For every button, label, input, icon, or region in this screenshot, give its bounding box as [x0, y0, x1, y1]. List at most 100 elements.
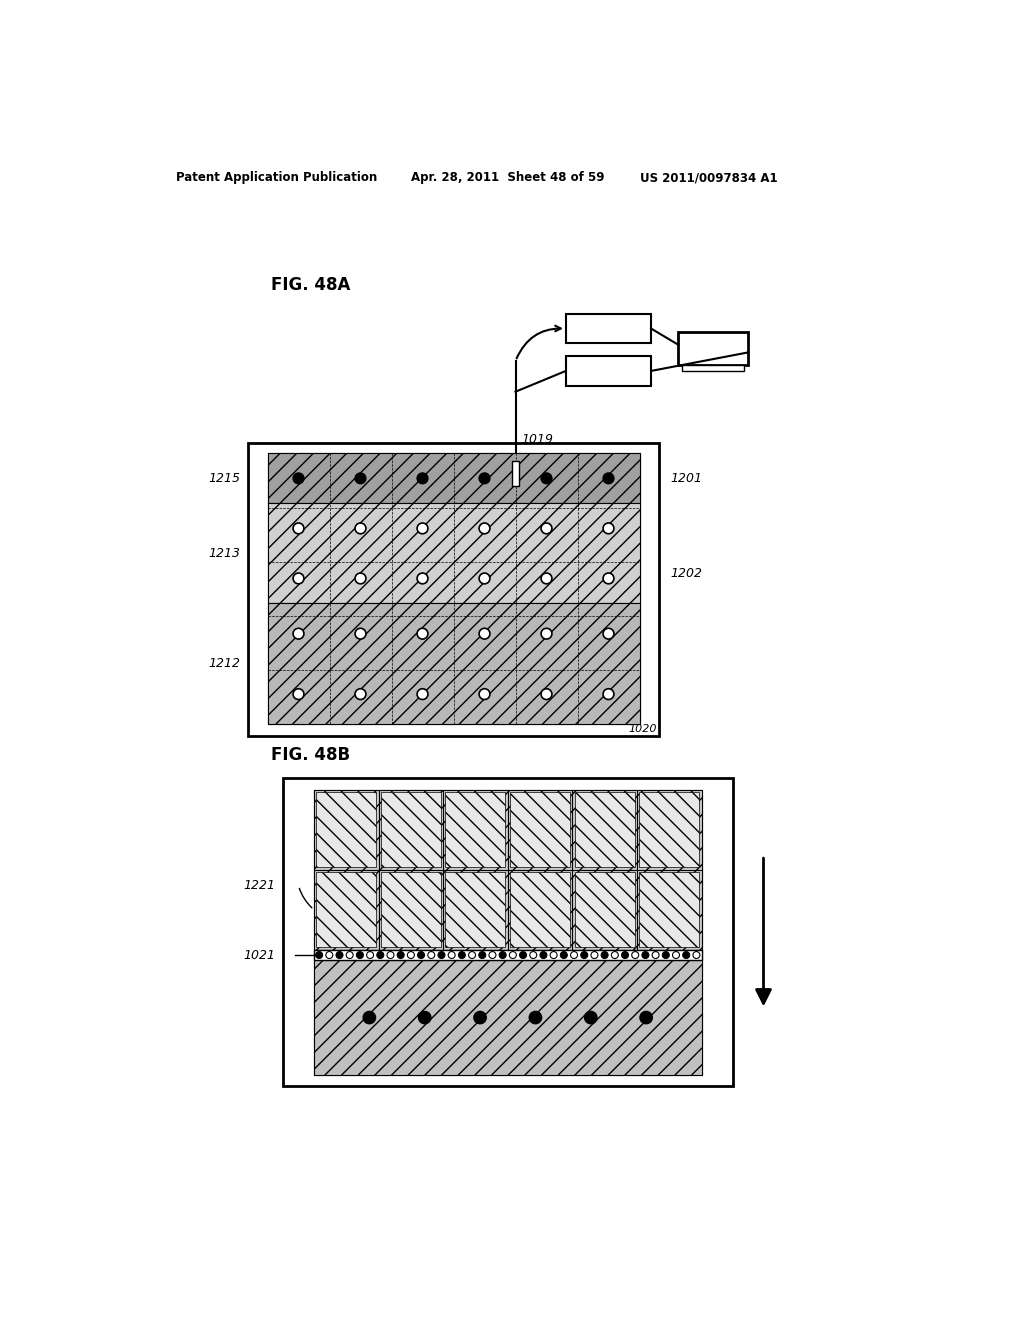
Circle shape — [632, 952, 639, 958]
Circle shape — [570, 952, 578, 958]
Circle shape — [489, 952, 496, 958]
Circle shape — [417, 523, 428, 533]
Bar — [574, 873, 635, 948]
Circle shape — [387, 952, 394, 958]
Circle shape — [529, 1011, 542, 1024]
Circle shape — [377, 952, 384, 958]
Circle shape — [346, 952, 353, 958]
Text: 1221: 1221 — [244, 879, 275, 892]
Circle shape — [367, 952, 374, 958]
Circle shape — [652, 952, 659, 958]
Circle shape — [355, 573, 366, 583]
Bar — [639, 792, 699, 867]
Circle shape — [509, 952, 516, 958]
Circle shape — [397, 952, 404, 958]
Text: 1019: 1019 — [521, 433, 554, 446]
Circle shape — [603, 523, 614, 533]
Bar — [267, 453, 640, 725]
Circle shape — [519, 952, 526, 958]
Circle shape — [293, 573, 304, 583]
Circle shape — [550, 952, 557, 958]
Bar — [682, 364, 744, 371]
Bar — [445, 873, 506, 948]
Bar — [445, 792, 506, 867]
Circle shape — [693, 952, 699, 958]
Bar — [381, 792, 441, 867]
Circle shape — [683, 952, 690, 958]
Bar — [678, 333, 748, 364]
Circle shape — [591, 952, 598, 958]
Circle shape — [479, 628, 489, 639]
Bar — [574, 792, 635, 867]
Bar — [314, 789, 701, 1074]
Circle shape — [438, 952, 445, 958]
Circle shape — [417, 689, 428, 700]
Bar — [283, 779, 732, 1086]
Circle shape — [326, 952, 333, 958]
Circle shape — [459, 952, 465, 958]
Bar — [316, 873, 376, 948]
Text: 1215: 1215 — [208, 471, 241, 484]
Circle shape — [479, 689, 489, 700]
Circle shape — [408, 952, 415, 958]
Circle shape — [499, 952, 506, 958]
Circle shape — [601, 952, 608, 958]
Circle shape — [541, 473, 552, 483]
Bar — [639, 873, 699, 948]
Text: 1213: 1213 — [208, 546, 241, 560]
Bar — [510, 792, 570, 867]
Circle shape — [293, 473, 304, 483]
Circle shape — [417, 573, 428, 583]
Circle shape — [642, 952, 649, 958]
Bar — [510, 873, 570, 948]
Circle shape — [673, 952, 680, 958]
Circle shape — [293, 689, 304, 700]
Circle shape — [603, 573, 614, 583]
Text: 1216: 1216 — [591, 322, 627, 335]
Circle shape — [293, 523, 304, 533]
Bar — [248, 444, 658, 737]
Circle shape — [603, 473, 614, 483]
Circle shape — [355, 689, 366, 700]
Circle shape — [585, 1011, 597, 1024]
Bar — [314, 949, 701, 961]
Circle shape — [355, 473, 366, 483]
Circle shape — [541, 523, 552, 533]
Circle shape — [479, 573, 489, 583]
Circle shape — [479, 473, 489, 483]
Text: Apr. 28, 2011  Sheet 48 of 59: Apr. 28, 2011 Sheet 48 of 59 — [411, 172, 604, 185]
Circle shape — [417, 628, 428, 639]
Text: FIG. 48B: FIG. 48B — [271, 746, 350, 764]
Circle shape — [474, 1011, 486, 1024]
Text: 1218: 1218 — [591, 364, 627, 378]
Circle shape — [469, 952, 475, 958]
Bar — [267, 453, 640, 503]
Circle shape — [479, 523, 489, 533]
Bar — [267, 503, 640, 603]
Circle shape — [541, 573, 552, 583]
Bar — [267, 603, 640, 725]
Circle shape — [640, 1011, 652, 1024]
Text: 1212: 1212 — [208, 657, 241, 671]
Circle shape — [529, 952, 537, 958]
Circle shape — [560, 952, 567, 958]
Text: 1021: 1021 — [244, 949, 275, 961]
Circle shape — [540, 952, 547, 958]
Bar — [316, 792, 376, 867]
Circle shape — [611, 952, 618, 958]
Bar — [512, 461, 519, 486]
Circle shape — [356, 952, 364, 958]
Circle shape — [603, 628, 614, 639]
Circle shape — [622, 952, 629, 958]
Circle shape — [315, 952, 323, 958]
Bar — [314, 789, 701, 949]
Circle shape — [355, 523, 366, 533]
Bar — [566, 314, 651, 343]
Circle shape — [428, 952, 435, 958]
Circle shape — [336, 952, 343, 958]
Circle shape — [479, 952, 485, 958]
Circle shape — [581, 952, 588, 958]
Text: 1020: 1020 — [628, 723, 656, 734]
Text: US 2011/0097834 A1: US 2011/0097834 A1 — [640, 172, 777, 185]
Circle shape — [541, 628, 552, 639]
